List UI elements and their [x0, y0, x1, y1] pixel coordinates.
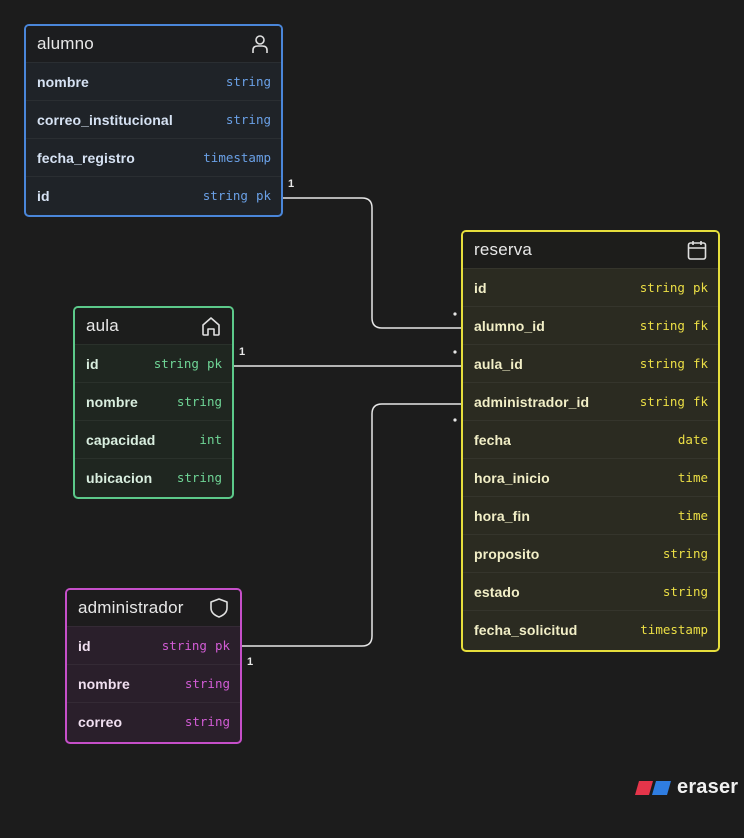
field-row[interactable]: nombre string — [75, 382, 232, 420]
field-name: alumno_id — [474, 317, 545, 334]
field-type: timestamp — [203, 150, 271, 165]
field-row[interactable]: aula_id string fk — [463, 344, 718, 382]
field-type: string — [225, 112, 271, 127]
field-type: string — [639, 394, 685, 409]
field-name: administrador_id — [474, 393, 590, 410]
field-name: capacidad — [86, 431, 156, 448]
field-name: id — [474, 279, 487, 296]
field-type: time — [677, 508, 708, 523]
field-name: nombre — [37, 73, 89, 90]
field-key: pk — [692, 280, 708, 295]
cardinality-label: 1 — [247, 656, 254, 668]
field-name: aula_id — [474, 355, 523, 372]
eraser-logo[interactable]: eraser — [635, 776, 738, 799]
field-type: string — [176, 394, 222, 409]
field-name: correo — [78, 713, 123, 730]
field-name: fecha_registro — [37, 149, 135, 166]
entity-header[interactable]: aula — [75, 308, 232, 344]
field-name: hora_inicio — [474, 469, 550, 486]
cardinality-label: 1 — [288, 178, 295, 190]
field-type: string — [662, 546, 708, 561]
field-row[interactable]: alumno_id string fk — [463, 306, 718, 344]
field-type: string — [662, 584, 708, 599]
field-name: id — [37, 187, 50, 204]
field-row[interactable]: estado string — [463, 572, 718, 610]
entity-title: reserva — [474, 240, 533, 259]
field-key: pk — [255, 188, 271, 203]
field-name: ubicacion — [86, 469, 153, 486]
entity-title: alumno — [37, 34, 94, 53]
field-row[interactable]: hora_fin time — [463, 496, 718, 534]
field-row[interactable]: ubicacion string — [75, 458, 232, 496]
field-type: string — [184, 676, 230, 691]
many-marker — [453, 312, 457, 316]
field-type: int — [199, 432, 222, 447]
eraser-logo-icon — [635, 780, 671, 795]
field-row[interactable]: id string pk — [67, 626, 240, 664]
field-type: string — [639, 356, 685, 371]
entity-reserva[interactable]: reserva id string pk alumno_id string fk a… — [461, 230, 720, 652]
field-name: hora_fin — [474, 507, 531, 524]
field-row[interactable]: proposito string — [463, 534, 718, 572]
entity-title: aula — [86, 316, 119, 335]
user-icon — [249, 33, 271, 55]
shield-icon — [208, 597, 230, 619]
entity-title: administrador — [78, 598, 184, 617]
field-row[interactable]: fecha_solicitud timestamp — [463, 610, 718, 648]
field-name: nombre — [78, 675, 130, 692]
field-row[interactable]: fecha date — [463, 420, 718, 458]
field-row[interactable]: id string pk — [463, 268, 718, 306]
field-type: date — [677, 432, 708, 447]
field-key: pk — [214, 638, 230, 653]
field-type: string — [161, 638, 207, 653]
field-key: pk — [206, 356, 222, 371]
field-row[interactable]: id string pk — [26, 176, 281, 214]
entity-header[interactable]: administrador — [67, 590, 240, 626]
many-marker — [453, 418, 457, 422]
field-type: string — [184, 714, 230, 729]
field-row[interactable]: correo_institucional string — [26, 100, 281, 138]
field-name: estado — [474, 583, 520, 600]
field-key: fk — [692, 394, 708, 409]
field-type: string — [202, 188, 248, 203]
entity-alumno[interactable]: alumno nombre string correo_instituciona… — [24, 24, 283, 217]
field-name: id — [86, 355, 99, 372]
field-row[interactable]: administrador_id string fk — [463, 382, 718, 420]
field-name: nombre — [86, 393, 138, 410]
field-type: timestamp — [640, 622, 708, 637]
field-type: string — [176, 470, 222, 485]
field-type: time — [677, 470, 708, 485]
field-type: string — [639, 280, 685, 295]
entity-aula[interactable]: aula id string pk nombre string capacidad… — [73, 306, 234, 499]
entity-header[interactable]: reserva — [463, 232, 718, 268]
field-row[interactable]: correo string — [67, 702, 240, 740]
field-type: string — [153, 356, 199, 371]
field-name: id — [78, 637, 91, 654]
field-row[interactable]: capacidad int — [75, 420, 232, 458]
field-type: string — [225, 74, 271, 89]
field-key: fk — [692, 356, 708, 371]
field-row[interactable]: nombre string — [26, 62, 281, 100]
eraser-logo-text: eraser — [677, 776, 739, 798]
calendar-icon — [686, 239, 708, 261]
many-marker — [453, 350, 457, 354]
cardinality-label: 1 — [239, 346, 246, 358]
field-row[interactable]: id string pk — [75, 344, 232, 382]
field-type: string — [639, 318, 685, 333]
field-name: correo_institucional — [37, 111, 173, 128]
relation-alumno-reserva — [283, 197, 461, 329]
entity-administrador[interactable]: administrador id string pk nombre string … — [65, 588, 242, 744]
entity-header[interactable]: alumno — [26, 26, 281, 62]
field-name: proposito — [474, 545, 540, 562]
home-icon — [200, 315, 222, 337]
field-row[interactable]: hora_inicio time — [463, 458, 718, 496]
field-name: fecha — [474, 431, 512, 448]
field-row[interactable]: fecha_registro timestamp — [26, 138, 281, 176]
field-key: fk — [692, 318, 708, 333]
relation-administrador-reserva — [242, 403, 461, 647]
field-row[interactable]: nombre string — [67, 664, 240, 702]
field-name: fecha_solicitud — [474, 621, 578, 638]
